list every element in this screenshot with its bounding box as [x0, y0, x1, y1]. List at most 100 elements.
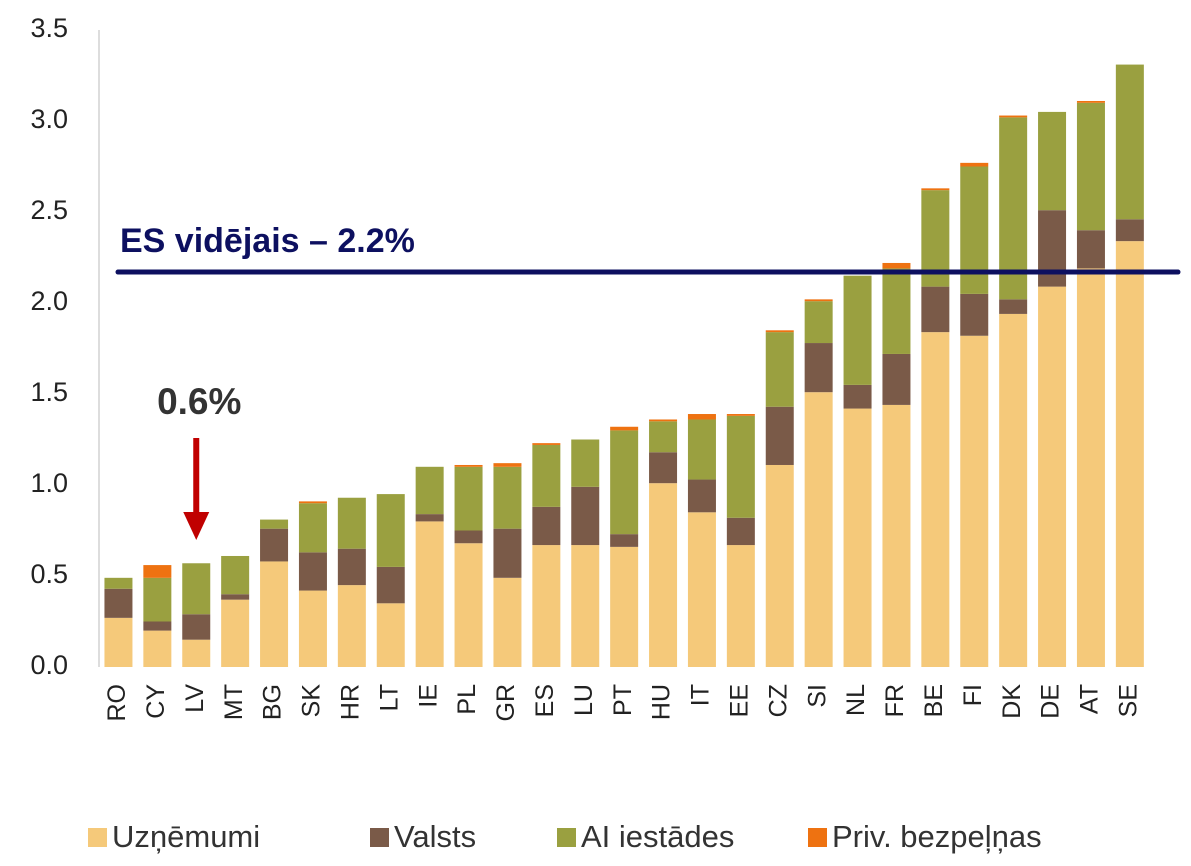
bar-segment	[999, 115, 1028, 118]
bar-segment	[726, 414, 755, 416]
bar-segment	[493, 577, 522, 667]
bar-segment	[687, 479, 716, 513]
bar-segment	[260, 519, 289, 529]
x-tick-label: MT	[220, 684, 248, 720]
y-tick-label: 0.0	[30, 650, 68, 680]
bar-segment	[493, 463, 522, 467]
x-tick-label: HR	[336, 684, 364, 720]
x-tick-label: LU	[570, 684, 598, 716]
bar-segment	[1038, 111, 1067, 211]
bar-segment	[999, 313, 1028, 667]
reference-label: ES vidējais – 2.2%	[120, 222, 415, 260]
y-tick-label: 0.5	[30, 559, 68, 589]
bar-segment	[921, 332, 950, 667]
bar-segment	[960, 162, 989, 167]
bar-segment	[882, 353, 911, 405]
bar-segment	[376, 603, 405, 667]
bar-segment	[1115, 241, 1144, 667]
x-tick-label: DK	[998, 684, 1026, 719]
y-tick-label: 1.0	[30, 468, 68, 498]
bar-segment	[610, 546, 639, 667]
bar-segment	[765, 330, 794, 333]
bar-segment	[337, 548, 366, 586]
bar-segment	[454, 530, 483, 544]
bar-segment	[532, 444, 561, 507]
x-tick-label: PT	[609, 684, 637, 716]
x-tick-label: PL	[453, 684, 481, 715]
legend-swatch	[557, 828, 576, 847]
bar-segment	[882, 268, 911, 354]
bar-segment	[415, 514, 444, 522]
x-tick-label: SE	[1114, 684, 1142, 717]
bar-segment	[104, 617, 133, 667]
bar-segment	[687, 419, 716, 480]
arrow-head	[183, 512, 210, 540]
bar-segment	[649, 419, 678, 422]
bar-segment	[337, 497, 366, 549]
bar-segment	[571, 545, 600, 667]
y-tick-label: 3.5	[30, 13, 68, 43]
bar-segment	[182, 614, 211, 640]
bar-segment	[960, 166, 989, 294]
bar-segment	[649, 452, 678, 484]
bar-segment	[454, 464, 483, 467]
x-tick-label: DE	[1037, 684, 1065, 719]
x-tick-label: CY	[142, 684, 170, 719]
bar-segment	[104, 588, 133, 618]
bar-segment	[454, 466, 483, 531]
bar-segment	[882, 262, 911, 269]
bar-segment	[532, 443, 561, 445]
bar-segment	[104, 577, 133, 589]
bar-segment	[143, 565, 172, 578]
bar-segment	[532, 506, 561, 546]
bar-segment	[1076, 268, 1105, 667]
x-tick-label: FR	[881, 684, 909, 717]
x-tick-label: AT	[1076, 684, 1104, 714]
bar-segment	[182, 639, 211, 667]
bar-segment	[960, 335, 989, 667]
x-tick-label: RO	[103, 684, 131, 722]
x-tick-label: LV	[181, 684, 209, 713]
x-tick-label: IT	[687, 684, 715, 706]
bar-segment	[687, 414, 716, 420]
bar-segment	[843, 384, 872, 409]
bar-segment	[649, 483, 678, 667]
x-tick-label: BE	[920, 684, 948, 717]
bar-segment	[571, 439, 600, 487]
legend-swatch	[88, 828, 107, 847]
annotation-label: 0.6%	[157, 381, 241, 422]
x-tick-label: SI	[803, 684, 831, 708]
bar-segment	[376, 566, 405, 604]
bar-segment	[298, 503, 327, 553]
x-tick-label: SK	[298, 684, 326, 718]
bar-segment	[960, 293, 989, 336]
bar-segment	[649, 421, 678, 453]
bar-segment	[1038, 210, 1067, 287]
legend-swatch	[808, 828, 827, 847]
bar-segment	[765, 406, 794, 465]
y-tick-label: 3.0	[30, 104, 68, 134]
bar-segment	[221, 594, 250, 600]
bar-segment	[765, 332, 794, 407]
bar-segment	[493, 528, 522, 578]
bar-segment	[843, 408, 872, 667]
x-tick-label: IE	[414, 684, 442, 708]
bar-segment	[804, 392, 833, 667]
bar-segment	[298, 552, 327, 591]
bar-segment	[493, 466, 522, 529]
x-tick-label: FI	[959, 684, 987, 706]
bar-segment	[726, 517, 755, 546]
bar-segment	[882, 404, 911, 667]
legend-label: Valsts	[394, 819, 476, 854]
x-tick-label: ES	[531, 684, 559, 717]
bar-segment	[260, 561, 289, 667]
legend-swatch	[370, 828, 389, 847]
bar-segment	[260, 528, 289, 562]
legend-label: Priv. bezpeļņas	[832, 819, 1042, 854]
bar-segment	[298, 590, 327, 667]
bar-segment	[804, 301, 833, 344]
x-tick-label: NL	[842, 684, 870, 716]
bar-segment	[221, 555, 250, 595]
bar-segment	[726, 545, 755, 667]
